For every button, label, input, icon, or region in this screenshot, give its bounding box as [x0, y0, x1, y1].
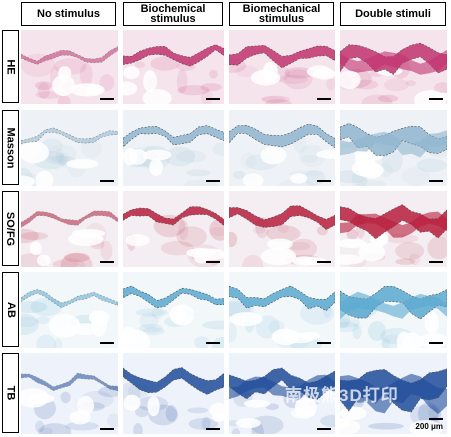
scale-bar — [206, 98, 220, 100]
row-header-masson: Masson — [2, 110, 19, 185]
column-header-no-stimulus: No stimulus — [21, 2, 116, 26]
scale-bar — [100, 180, 114, 182]
micrograph-ab-3 — [229, 272, 335, 348]
micrograph-he-1 — [21, 30, 118, 104]
scale-bar — [100, 261, 114, 263]
scale-bar — [206, 342, 220, 344]
scale-bar — [429, 261, 443, 263]
micrograph-tb-4: 200 μm — [340, 353, 447, 434]
watermark: 南极熊3D打印 — [285, 386, 399, 405]
micrograph-ab-1 — [21, 272, 118, 348]
micrograph-masson-3 — [229, 110, 335, 186]
scale-bar — [100, 428, 114, 430]
micrograph-he-3 — [229, 30, 335, 104]
scale-label: 200 μm — [415, 422, 443, 431]
scale-bar — [206, 428, 220, 430]
micrograph-sofg-2 — [123, 191, 224, 267]
micrograph-masson-4 — [340, 110, 447, 186]
scale-bar — [206, 180, 220, 182]
micrograph-tb-1 — [21, 353, 118, 434]
micrograph-sofg-4 — [340, 191, 447, 267]
micrograph-he-4 — [340, 30, 447, 104]
scale-bar — [429, 98, 443, 100]
scale-bar — [317, 261, 331, 263]
row-header-sofg: SO/FG — [2, 191, 19, 266]
column-header-biochemical: Biochemical stimulus — [123, 2, 223, 26]
scale-bar — [100, 342, 114, 344]
micrograph-masson-1 — [21, 110, 118, 186]
micrograph-sofg-1 — [21, 191, 118, 267]
scale-bar — [429, 342, 443, 344]
micrograph-tb-2 — [123, 353, 224, 434]
scale-bar — [317, 428, 331, 430]
micrograph-he-2 — [123, 30, 224, 104]
scale-bar — [317, 180, 331, 182]
scale-bar — [429, 180, 443, 182]
scale-bar — [100, 98, 114, 100]
column-header-biomechanical: Biomechanical stimulus — [229, 2, 334, 26]
micrograph-ab-2 — [123, 272, 224, 348]
micrograph-sofg-3 — [229, 191, 335, 267]
micrograph-ab-4 — [340, 272, 447, 348]
scale-bar — [429, 418, 443, 420]
scale-bar — [206, 261, 220, 263]
micrograph-tb-3 — [229, 353, 335, 434]
micrograph-masson-2 — [123, 110, 224, 186]
column-header-double: Double stimuli — [340, 2, 446, 26]
row-header-he: HE — [2, 30, 19, 103]
row-header-ab: AB — [2, 272, 19, 347]
scale-bar — [317, 98, 331, 100]
scale-bar — [317, 342, 331, 344]
row-header-tb: TB — [2, 353, 19, 433]
